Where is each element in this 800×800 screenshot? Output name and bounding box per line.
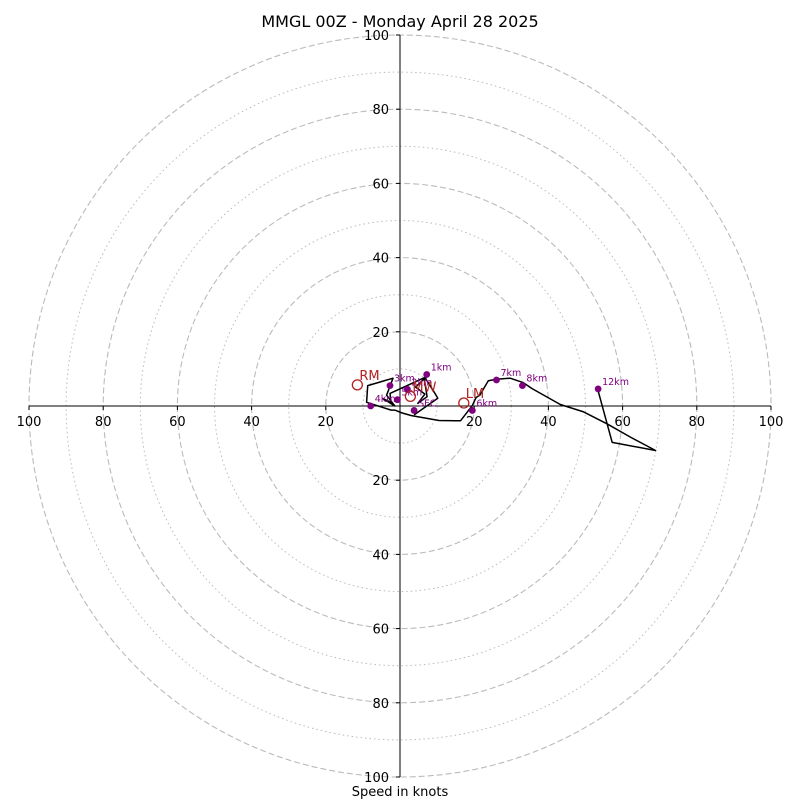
height-label: SFC (418, 398, 436, 409)
axes (29, 35, 771, 777)
y-tick-label: 40 (372, 548, 389, 563)
y-tick-label: 20 (372, 326, 389, 341)
height-label: 2km (411, 377, 432, 388)
x-tick-label: 40 (540, 415, 557, 430)
chart-title: MMGL 00Z - Monday April 28 2025 (261, 12, 538, 31)
height-marker-4km (367, 402, 375, 410)
height-marker-8km (519, 382, 526, 389)
y-tick-label: 60 (372, 623, 389, 638)
height-label: 7km (500, 368, 521, 379)
storm-motion-label: RM (359, 369, 379, 384)
storm-motion-lm (458, 397, 470, 409)
storm-motion-label: LM (466, 387, 484, 402)
storm-motion-mw (404, 390, 417, 403)
height-marker-sfc (410, 407, 418, 414)
height-label: 1km (431, 362, 452, 373)
height-marker-3km (386, 382, 394, 389)
x-tick-label: 40 (243, 415, 260, 430)
x-tick-label: 80 (95, 415, 112, 430)
storm-motion-label: MW (412, 380, 436, 395)
height-marker-1km (423, 371, 431, 378)
height-marker-5km (394, 396, 401, 404)
storm-motion-markers: RM LM MW (351, 369, 484, 409)
hodograph-trace-group (365, 376, 657, 452)
x-tick-label: 80 (689, 415, 706, 430)
y-tick-label: 100 (364, 29, 389, 44)
hodograph-trace (365, 376, 657, 452)
x-axis-label: Speed in knots (352, 785, 449, 800)
y-tick-label: 60 (372, 177, 389, 192)
height-marker-7km (493, 376, 500, 384)
y-tick-label: 20 (372, 474, 389, 489)
x-tick-label: 20 (318, 415, 335, 430)
x-tick-label: 100 (17, 415, 42, 430)
x-tick-label: 100 (759, 415, 784, 430)
x-tick-label: 20 (466, 415, 483, 430)
y-tick-label: 40 (372, 252, 389, 267)
tick-labels: 100 80 60 40 20 20 40 60 80 100 100 80 60 40 20 20 40 60 8… (17, 29, 784, 786)
height-label: 4km (375, 394, 396, 405)
height-label: 6km (476, 398, 497, 409)
x-tick-label: 60 (169, 415, 186, 430)
height-marker-6km (468, 407, 476, 414)
height-label: 8km (526, 374, 547, 385)
height-label: 3km (394, 374, 415, 385)
y-tick-label: 100 (364, 771, 389, 786)
height-label: 5km (401, 388, 422, 399)
height-label: 12km (602, 377, 629, 388)
height-marker-12km (594, 385, 602, 393)
x-tick-label: 60 (614, 415, 631, 430)
y-tick-label: 80 (372, 697, 389, 712)
storm-motion-rm (351, 379, 363, 391)
y-tick-label: 80 (372, 103, 389, 118)
